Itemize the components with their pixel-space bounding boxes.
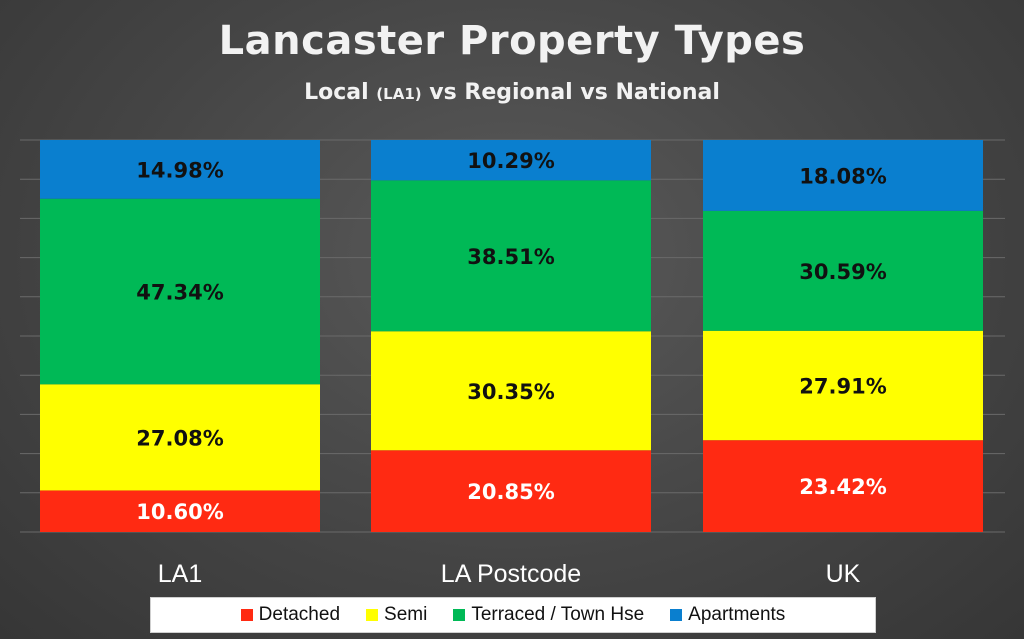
legend-item-terraced: Terraced / Town Hse: [453, 604, 644, 626]
data-label: 18.08%: [799, 164, 886, 188]
legend-swatch-semi: [366, 609, 379, 621]
legend-label-detached: Detached: [258, 604, 341, 625]
data-label: 27.91%: [799, 374, 886, 398]
legend-swatch-apartments: [670, 609, 683, 621]
bar-segment-detached-0: [40, 490, 320, 532]
bar-segment-detached-1: [371, 450, 651, 532]
chart-legend: Detached Semi Terraced / Town Hse Apartm…: [150, 597, 876, 633]
bar-segment-semi-2: [703, 330, 983, 441]
chart-subtitle: Local (LA1) vs Regional vs National: [0, 80, 1024, 105]
subtitle-local: Local: [304, 80, 369, 105]
legend-swatch-terraced: [453, 609, 466, 621]
bar-segment-apartments-0: [40, 140, 320, 199]
data-label: 10.60%: [136, 500, 223, 524]
category-label-uk: UK: [825, 560, 861, 588]
bar-segment-semi-0: [40, 384, 320, 491]
bar-segment-apartments-2: [703, 140, 983, 211]
data-label: 47.34%: [136, 281, 223, 305]
legend-label-terraced: Terraced / Town Hse: [471, 604, 645, 625]
data-label: 27.08%: [136, 426, 223, 450]
bar-segment-detached-2: [703, 440, 983, 532]
bar-segment-semi-1: [371, 331, 651, 451]
legend-item-apartments: Apartments: [670, 604, 785, 626]
category-label-la1: LA1: [157, 560, 203, 588]
legend-item-detached: Detached: [240, 604, 341, 626]
bar-segment-apartments-1: [371, 140, 651, 181]
chart-title: Lancaster Property Types: [218, 18, 806, 64]
data-label: 20.85%: [467, 480, 554, 504]
legend-label-apartments: Apartments: [688, 604, 786, 625]
bar-segment-terraced-town-hse-2: [703, 210, 983, 331]
bar-segment-terraced-town-hse-0: [40, 198, 320, 385]
data-label: 23.42%: [799, 475, 886, 499]
data-label: 38.51%: [467, 245, 554, 269]
bar-segment-terraced-town-hse-1: [371, 180, 651, 332]
data-label: 30.35%: [467, 380, 554, 404]
data-label: 30.59%: [799, 260, 886, 284]
subtitle-la1: (LA1): [376, 85, 422, 103]
data-label: 10.29%: [467, 149, 554, 173]
data-label: 14.98%: [136, 158, 223, 182]
legend-label-semi: Semi: [384, 604, 428, 625]
subtitle-rest: vs Regional vs National: [429, 80, 720, 105]
legend-swatch-detached: [240, 609, 253, 621]
legend-item-semi: Semi: [366, 604, 427, 626]
category-label-la-postcode: LA Postcode: [440, 560, 582, 588]
